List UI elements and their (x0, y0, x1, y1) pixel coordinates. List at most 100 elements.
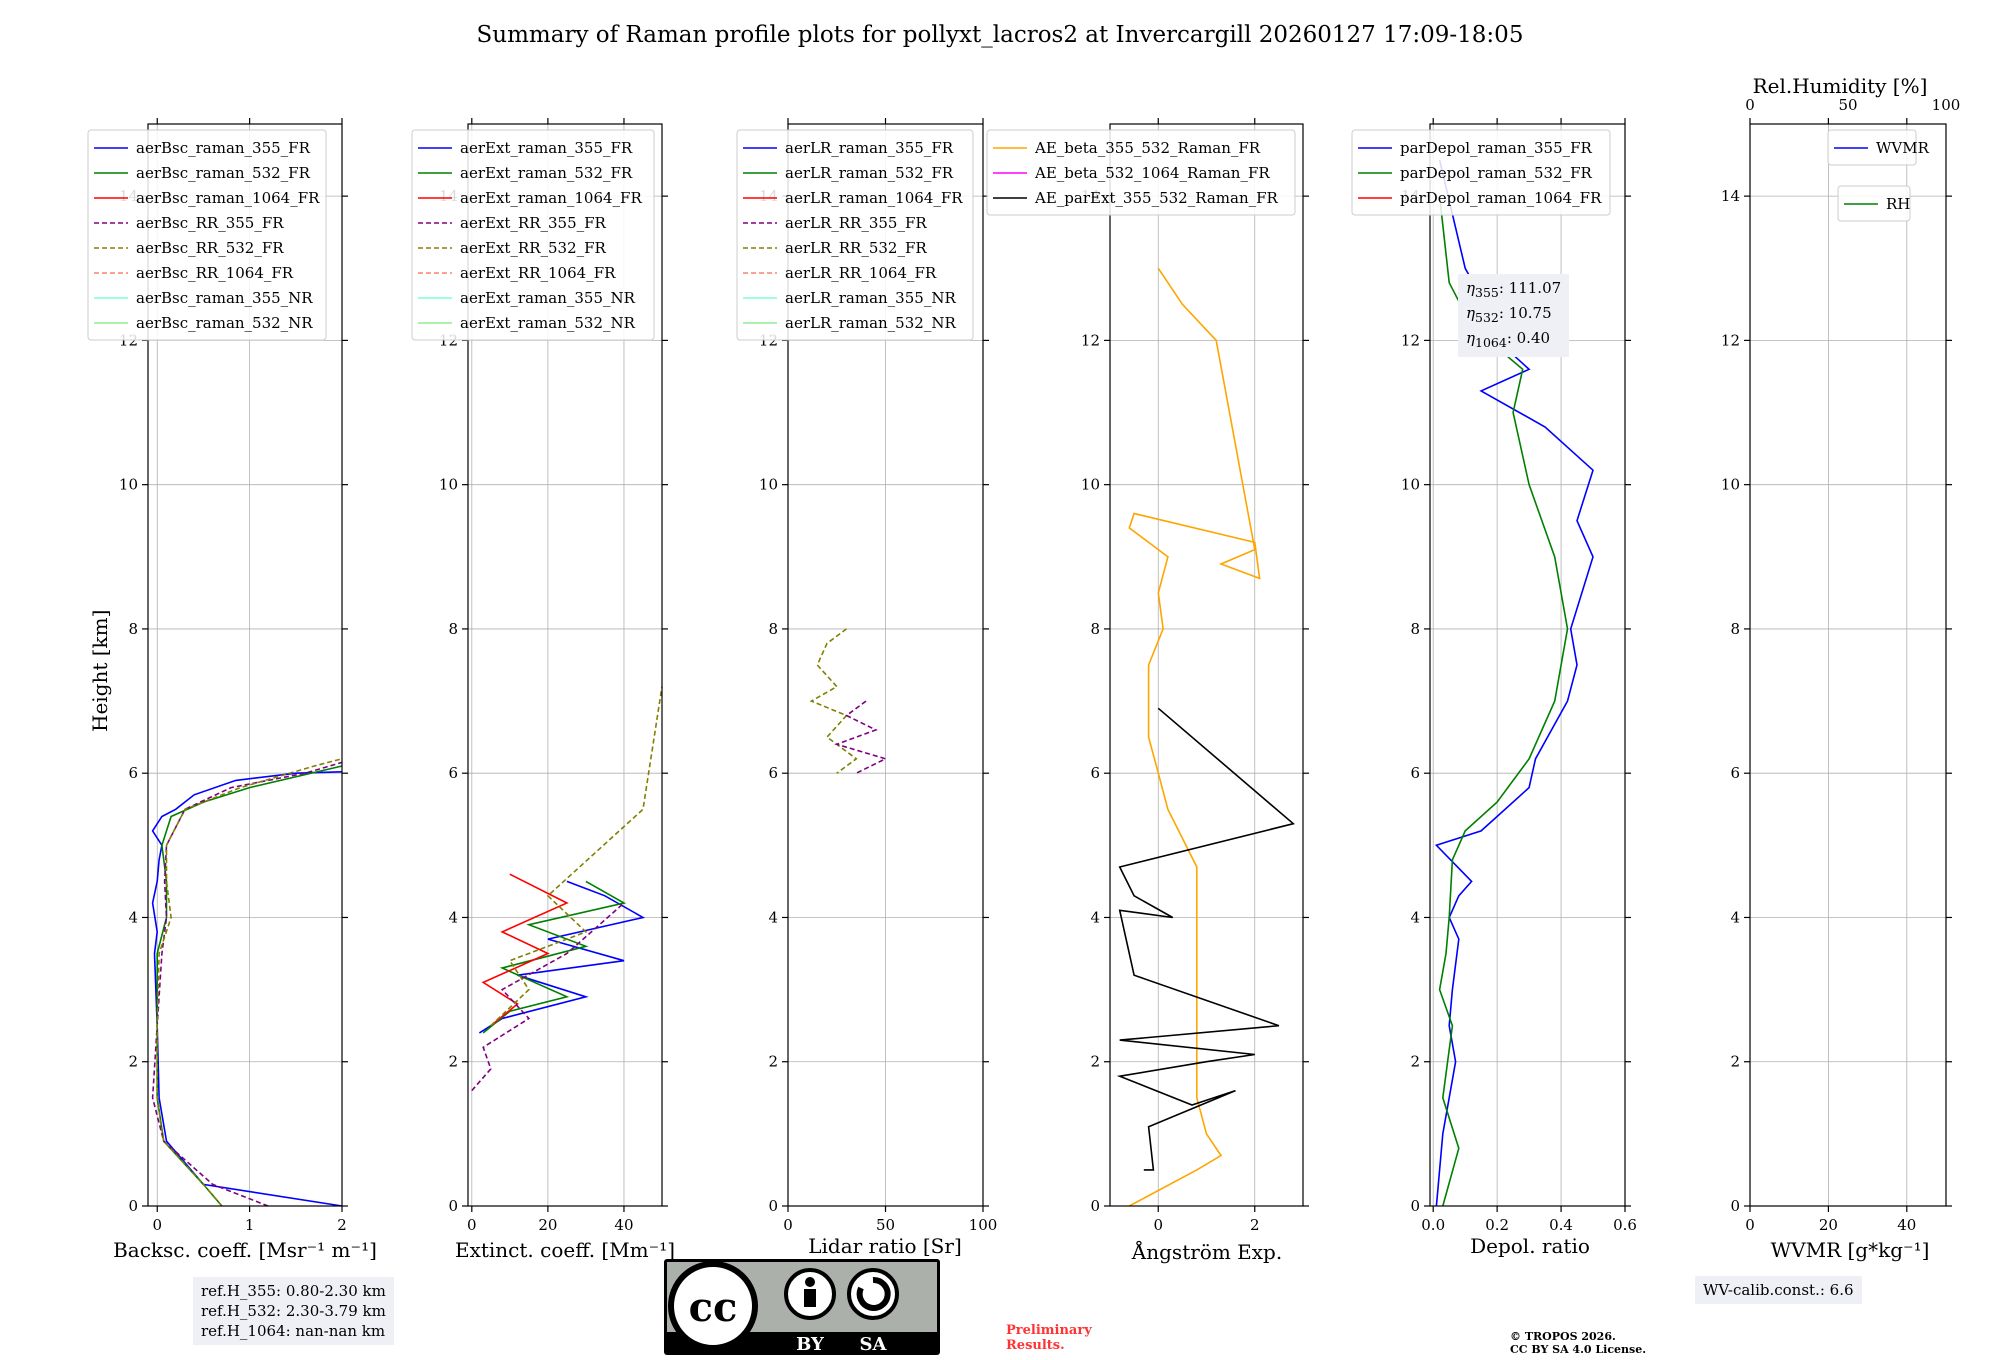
y-tick-label: 4 (768, 908, 778, 926)
series-line-aerExt_RR_532_FR (490, 686, 663, 1027)
cc-license-logo: cc BY SA (664, 1259, 940, 1355)
preliminary-line2: Results. (1006, 1338, 1065, 1353)
legend-label: aerBsc_raman_355_FR (136, 139, 311, 157)
legend-label: aerLR_RR_355_FR (785, 214, 927, 232)
x-tick-label: 2 (337, 1216, 347, 1234)
x-axis-label-ext: Extinct. coeff. [Mm⁻¹] (454, 1238, 676, 1262)
series-line-aerLR_RR_532_FR (809, 628, 858, 774)
by-person-icon (805, 1277, 815, 1287)
y-tick-label: 2 (128, 1053, 138, 1071)
y-tick-label: 10 (1081, 476, 1100, 494)
y-tick-label: 2 (448, 1053, 458, 1071)
series-line-AE_parExt_355_532_Raman_FR (1116, 707, 1295, 1171)
legend-label: aerExt_raman_1064_FR (460, 189, 642, 207)
legend-label: aerExt_RR_355_FR (460, 214, 607, 232)
panel-lr: 02468101214050100aerLR_raman_355_FRaerLR… (736, 118, 997, 1234)
legend-label: parDepol_raman_532_FR (1400, 164, 1593, 182)
legend-label: aerExt_raman_355_NR (460, 289, 636, 307)
series-line-aerExt_RR_355_FR (471, 902, 625, 1092)
y-tick-label: 12 (1401, 331, 1420, 349)
legend-depol: parDepol_raman_355_FR parDepol_raman_532_… (1351, 129, 1611, 216)
panel-ext: 0246810121402040aerExt_raman_355_FRaerEx… (411, 118, 668, 1234)
x-tick-label: 0 (1745, 1216, 1755, 1234)
y-tick-label: 6 (1090, 764, 1100, 782)
legend-label: parDepol_raman_1064_FR (1400, 189, 1602, 207)
x-axis-label-bsc: Backsc. coeff. [Msr⁻¹ m⁻¹] (113, 1238, 377, 1262)
legend-label: AE_parExt_355_532_Raman_FR (1034, 189, 1279, 207)
eta-1064: η1064: 0.40 (1466, 329, 1551, 350)
y-tick-label: 8 (1410, 620, 1420, 638)
axes-frame (467, 123, 663, 1207)
y-tick-label: 6 (1410, 764, 1420, 782)
series-line-aerExt_raman_532_FR (482, 880, 627, 1034)
y-tick-label: 14 (1721, 187, 1740, 205)
refh-1064: ref.H_1064: nan-nan km (201, 1322, 386, 1340)
by-text: BY (796, 1334, 825, 1355)
y-tick-label: 2 (1090, 1053, 1100, 1071)
x-tick-label: 40 (614, 1216, 633, 1234)
legend-frame (411, 129, 655, 341)
legend-label: aerExt_raman_355_FR (460, 139, 633, 157)
refh-532: ref.H_532: 2.30-3.79 km (201, 1302, 386, 1320)
sa-text: SA (860, 1334, 888, 1355)
legend-ae: AE_beta_355_532_Raman_FR AE_beta_532_1064… (986, 129, 1296, 216)
cc-by-sa-badge: cc BY SA (663, 1258, 941, 1360)
reference-height-box: ref.H_355: 0.80-2.30 km ref.H_532: 2.30-… (193, 1277, 394, 1345)
legend-label: WVMR (1876, 139, 1930, 157)
legend-frame (1351, 129, 1611, 216)
y-tick-label: 8 (128, 620, 138, 638)
y-tick-label: 0 (1730, 1197, 1740, 1215)
axes-frame (1749, 123, 1947, 1207)
y-tick-label: 0 (128, 1197, 138, 1215)
legend-label: aerLR_raman_355_NR (785, 289, 956, 307)
legend-frame (1827, 129, 1917, 166)
legend-label: AE_beta_532_1064_Raman_FR (1034, 164, 1270, 182)
y-tick-label: 6 (768, 764, 778, 782)
legend-label: aerLR_raman_532_NR (785, 314, 956, 332)
refh-355: ref.H_355: 0.80-2.30 km (201, 1282, 386, 1300)
legend-wv: WVMR (1827, 129, 1930, 166)
legend-label: aerExt_RR_532_FR (460, 239, 607, 257)
y-tick-label: 10 (1721, 476, 1740, 494)
x-tick-label: 2 (1250, 1216, 1260, 1234)
top-axis-label-rh: Rel.Humidity [%] (1752, 74, 1928, 98)
y-tick-label: 6 (1730, 764, 1740, 782)
y-tick-label: 0 (1410, 1197, 1420, 1215)
y-tick-label: 0 (1090, 1197, 1100, 1215)
x-axis-label-ae: Ångström Exp. (1131, 1240, 1283, 1264)
legend-label: aerLR_raman_1064_FR (785, 189, 963, 207)
x-tick-label: 20 (1819, 1216, 1838, 1234)
copyright-note: © TROPOS 2026. CC BY SA 4.0 License. (1510, 1330, 1646, 1356)
legend-label: aerLR_raman_355_FR (785, 139, 954, 157)
y-tick-label: 12 (1081, 331, 1100, 349)
x-tick-label: 0.0 (1421, 1216, 1445, 1234)
top-tick-label: 0 (1745, 96, 1755, 114)
legend-label: aerExt_raman_532_FR (460, 164, 633, 182)
series-line-aerLR_RR_355_FR (834, 700, 888, 774)
x-tick-label: 20 (538, 1216, 557, 1234)
panel-bsc: 02468101214012aerBsc_raman_355_FRaerBsc_… (87, 118, 348, 1234)
y-tick-label: 4 (1410, 908, 1420, 926)
legend-label: aerBsc_RR_1064_FR (136, 264, 294, 282)
y-axis-label: Height [km] (88, 609, 112, 732)
panel-depol: 024681012140.00.20.40.6parDepol_raman_35… (1351, 118, 1637, 1234)
series-line-AE_beta_355_532_Raman_FR (1128, 267, 1261, 1207)
legend-label: aerLR_raman_532_FR (785, 164, 954, 182)
y-tick-label: 10 (1401, 476, 1420, 494)
legend-label: aerBsc_raman_1064_FR (136, 189, 320, 207)
top-tick-label: 50 (1838, 96, 1857, 114)
legend-label: aerBsc_RR_532_FR (136, 239, 284, 257)
series-line-parDepol_raman_355_FR (1434, 159, 1594, 1207)
y-tick-label: 0 (448, 1197, 458, 1215)
legend-label: aerLR_RR_1064_FR (785, 264, 937, 282)
axes-frame (1429, 123, 1626, 1207)
top-tick-label: 100 (1932, 96, 1961, 114)
series-line-aerBsc_RR_355_FR (151, 761, 343, 1207)
x-tick-label: 0.4 (1549, 1216, 1573, 1234)
y-tick-label: 2 (768, 1053, 778, 1071)
y-tick-label: 10 (119, 476, 138, 494)
legend-label: aerBsc_raman_355_NR (136, 289, 313, 307)
legend-frame (87, 129, 327, 341)
wv-calibration-box: WV-calib.const.: 6.6 (1695, 1276, 1862, 1304)
